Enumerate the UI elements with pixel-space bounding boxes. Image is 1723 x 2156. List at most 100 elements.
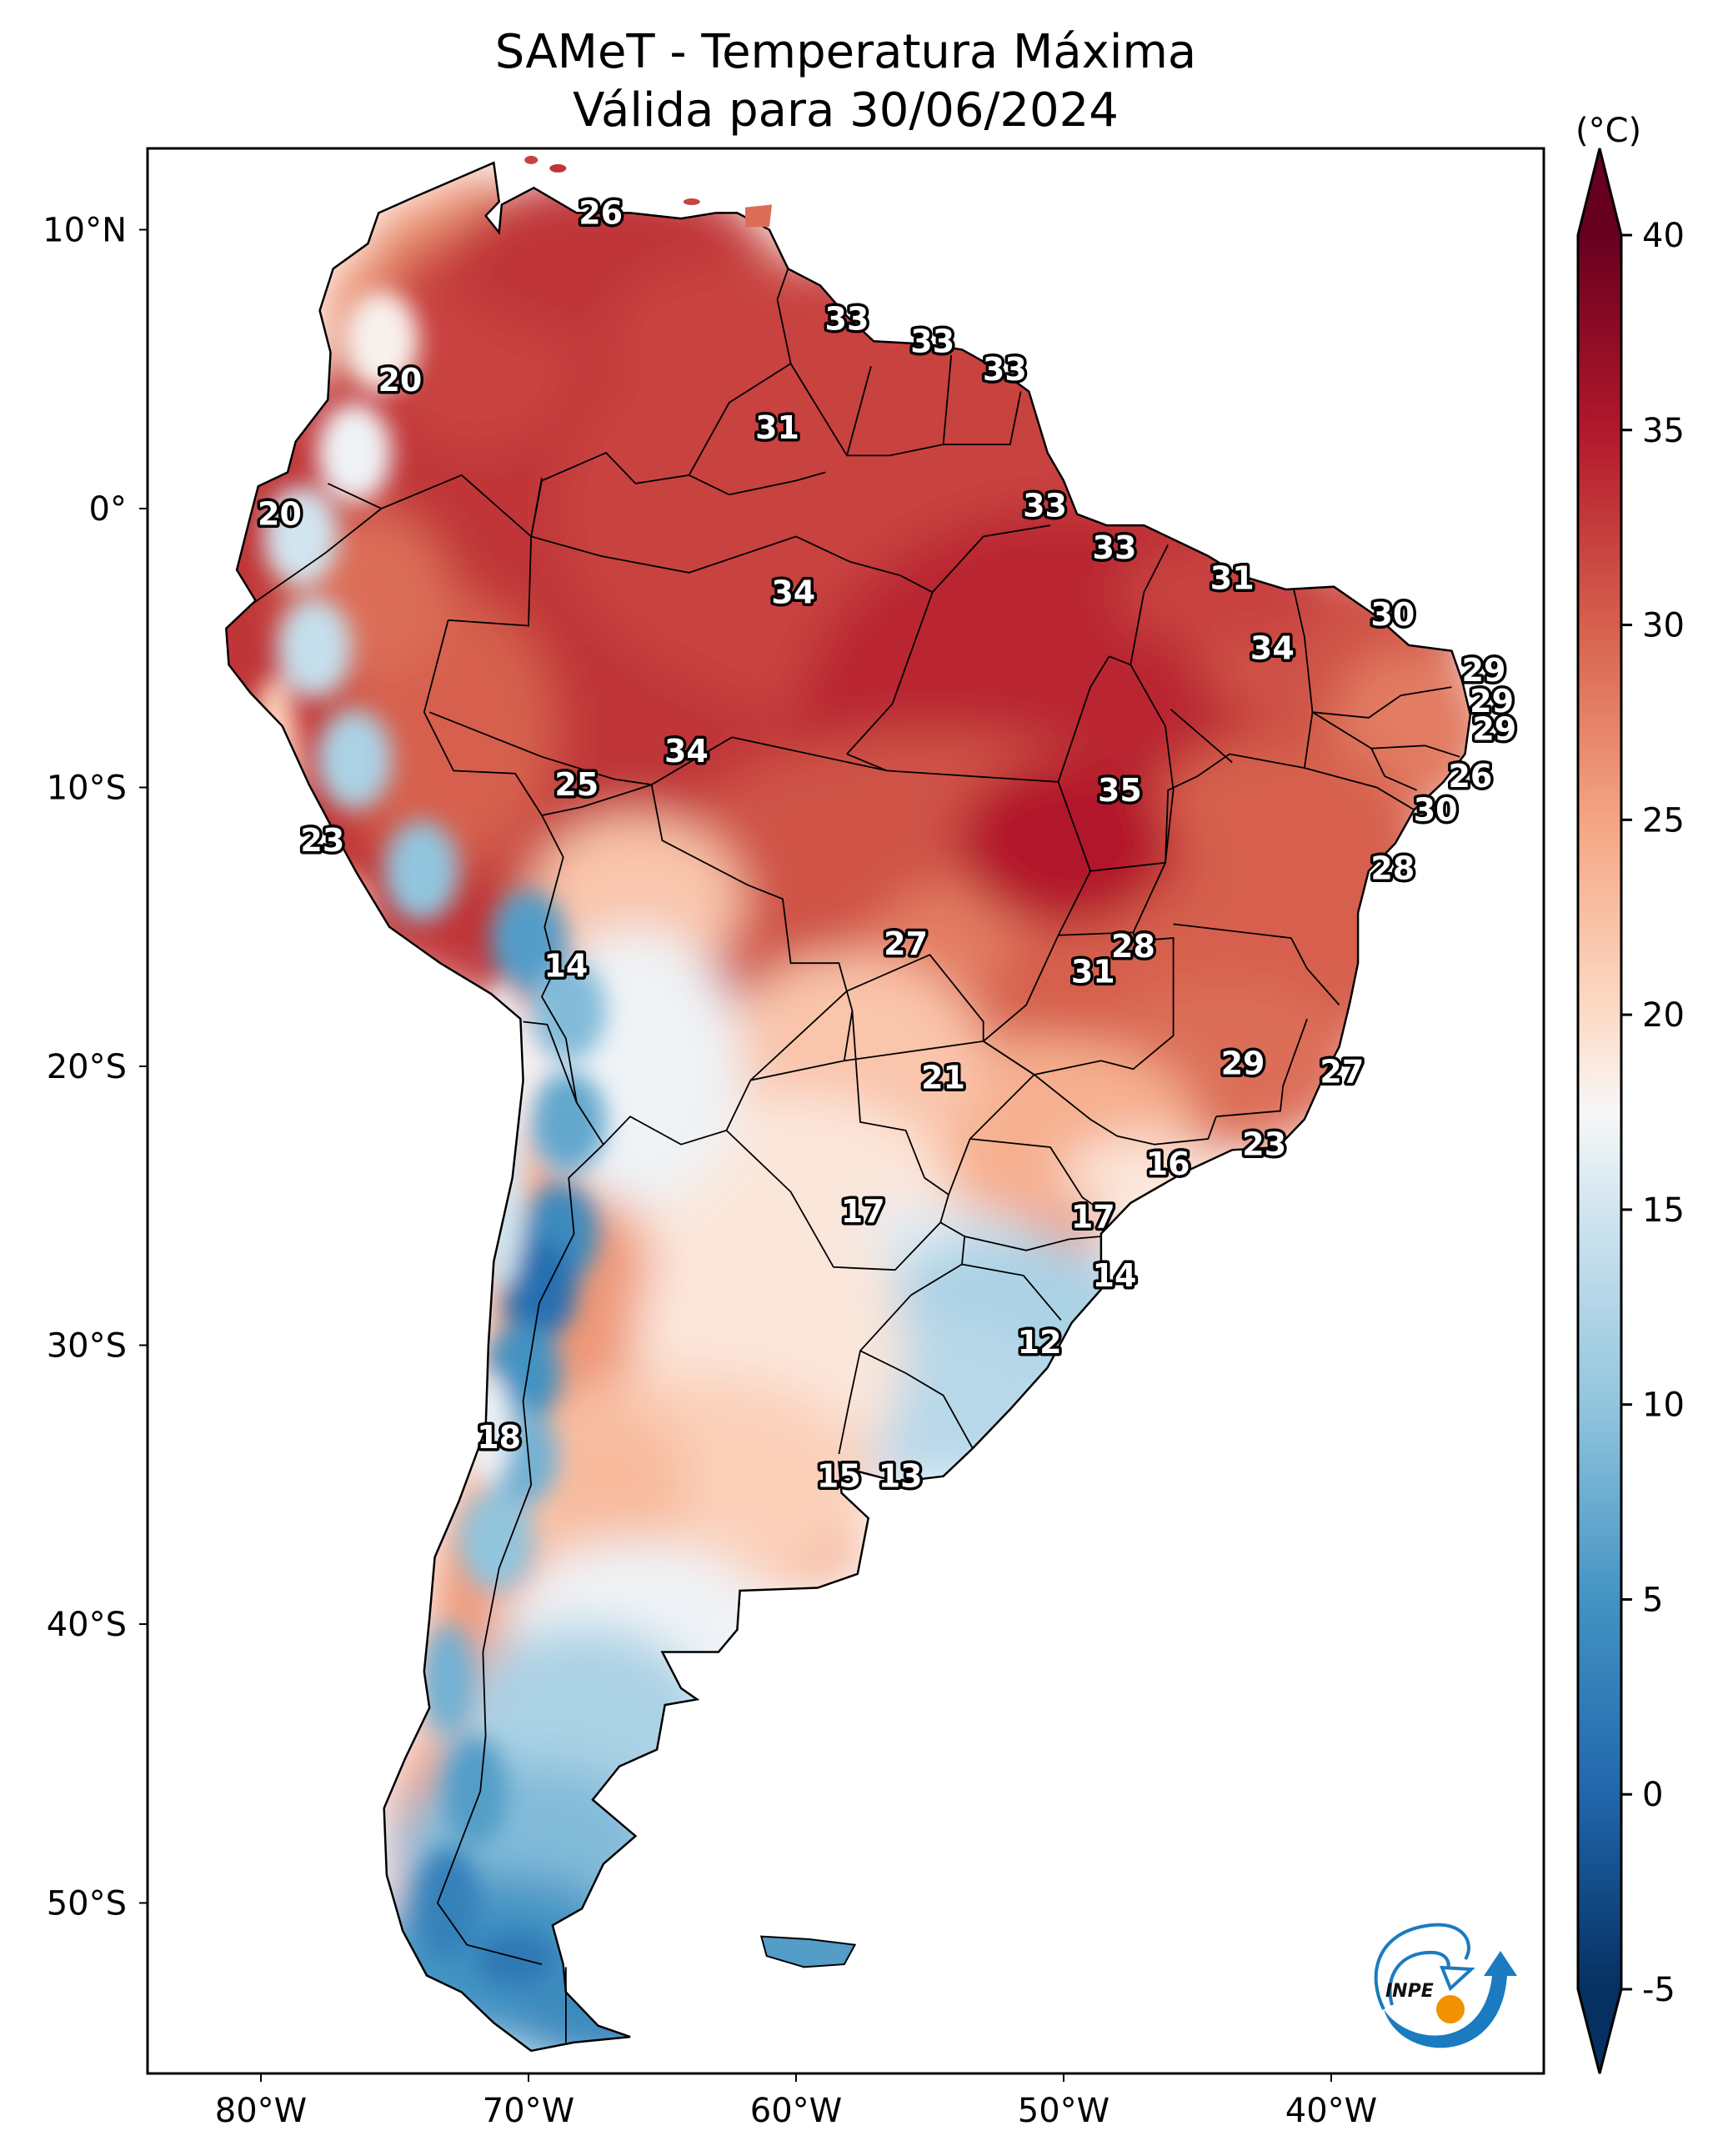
temperature-patch (956, 760, 1171, 927)
island (683, 198, 700, 206)
border-line (969, 1138, 1107, 1216)
andes-patch (317, 402, 393, 504)
temperature-value-label: 23 (1242, 1126, 1286, 1163)
y-tick-label: 50°S (47, 1885, 127, 1923)
inpe-logo: INPE (1374, 1923, 1517, 2048)
border-line (749, 954, 984, 1081)
temperature-value-label: 33 (910, 323, 954, 359)
andes-patch (277, 598, 353, 699)
temperature-value-label: 12 (1018, 1324, 1062, 1361)
temperature-value-label: 17 (1071, 1199, 1115, 1236)
temperature-value-label: 14 (543, 948, 588, 985)
x-tick-label: 60°W (750, 2092, 842, 2130)
colorbar-tick-label: -5 (1642, 1971, 1675, 2009)
colorbar-tick-label: 20 (1642, 996, 1685, 1035)
temperature-value-label: 29 (1470, 683, 1514, 720)
border-line (1057, 870, 1091, 936)
logo-text: INPE (1385, 1981, 1434, 2002)
andes-patch (531, 960, 607, 1061)
border-line (725, 1010, 950, 1271)
temperature-value-label: 18 (477, 1419, 521, 1456)
border-line (448, 268, 792, 627)
border-line (1057, 655, 1131, 783)
border-line (932, 524, 1051, 594)
temperature-value-label: 15 (817, 1458, 861, 1495)
border-line (689, 471, 826, 496)
colorbar-body (1578, 235, 1621, 1989)
temperature-value-label: 25 (554, 766, 599, 803)
islands (524, 155, 857, 1968)
temperature-value-label: 34 (1250, 629, 1295, 666)
border-line (1293, 589, 1314, 769)
border-line (846, 366, 872, 456)
y-tick-label: 10°N (43, 212, 127, 250)
andes-patch (383, 820, 459, 922)
border-line (789, 363, 1022, 457)
temperature-value-label: 16 (1146, 1146, 1190, 1182)
border-line (859, 1350, 974, 1449)
colorbar-extend-min (1578, 1989, 1621, 2073)
border-line (964, 1236, 1101, 1251)
temperature-value-label: 29 (1221, 1045, 1265, 1082)
temperature-value-label: 20 (378, 362, 422, 399)
colorbar-unit-label: (°C) (1575, 112, 1641, 150)
colorbar-tick-label: 35 (1642, 412, 1685, 450)
border-line (530, 478, 934, 755)
island (524, 155, 538, 164)
colorbar: 40 35 30 25 20 15 10 5 0 -5 (°C) (1575, 112, 1685, 2074)
temperature-patch (421, 1624, 475, 1736)
colorbar-tick-label: 10 (1642, 1386, 1685, 1425)
andes-patch (317, 709, 393, 810)
falkland-islands (759, 1935, 857, 1968)
temperature-value-label: 31 (755, 409, 799, 446)
temperature-value-label: 29 (1462, 652, 1506, 689)
logo-swirl-icon (1374, 1923, 1470, 2010)
colorbar-tick-label: 5 (1642, 1581, 1663, 1619)
temperature-value-label: 28 (1111, 928, 1155, 965)
y-tick-label: 20°S (47, 1048, 127, 1086)
temperature-value-label: 33 (983, 351, 1027, 388)
border-line (1129, 664, 1175, 863)
border-line (1215, 1018, 1308, 1118)
temperature-value-label: 23 (300, 822, 344, 859)
temperature-value-label: 28 (1370, 850, 1415, 887)
border-line (327, 474, 532, 538)
y-tick-label: 30°S (47, 1327, 127, 1366)
colorbar-tick-label: 0 (1642, 1776, 1663, 1814)
island (549, 163, 567, 173)
longitude-axis: 80°W 70°W 60°W 50°W 40°W (215, 2073, 1377, 2130)
border-line (423, 619, 854, 1146)
border-line (1312, 711, 1460, 758)
title-line-1: SAMeT - Temperatura Máxima (494, 25, 1197, 79)
border-line (961, 1263, 1062, 1321)
temperature-value-label: 31 (1210, 560, 1255, 597)
temperature-value-label: 35 (1098, 772, 1142, 809)
border-line (982, 862, 1175, 1075)
temperature-value-label: 29 (1472, 710, 1516, 747)
temperature-value-label: 14 (1093, 1257, 1137, 1294)
y-tick-label: 40°S (47, 1606, 127, 1644)
y-tick-label: 10°S (47, 770, 127, 808)
temperature-patch (416, 1847, 481, 1959)
temperature-patch (609, 257, 877, 425)
temperature-value-label: 26 (579, 194, 623, 231)
temperature-value-label: 20 (258, 496, 302, 533)
border-line (1034, 1074, 1217, 1146)
temperature-value-label: 33 (825, 301, 869, 338)
temperature-value-label: 27 (1320, 1054, 1364, 1091)
temperature-value-label: 30 (1370, 596, 1415, 633)
x-tick-label: 70°W (483, 2092, 574, 2130)
temperature-value-label: 31 (1071, 953, 1115, 990)
colorbar-tick-label: 30 (1642, 607, 1685, 645)
x-tick-label: 50°W (1018, 2092, 1109, 2130)
country-borders (252, 268, 1460, 2043)
temperature-value-label: 21 (921, 1059, 965, 1096)
border-line (651, 736, 1415, 872)
coastline (225, 161, 1472, 2053)
colorbar-extend-max (1578, 148, 1621, 235)
border-line (846, 753, 888, 772)
map-frame (146, 147, 1545, 2075)
temperature-value-label: 34 (664, 733, 709, 770)
y-tick-label: 0° (89, 490, 127, 529)
